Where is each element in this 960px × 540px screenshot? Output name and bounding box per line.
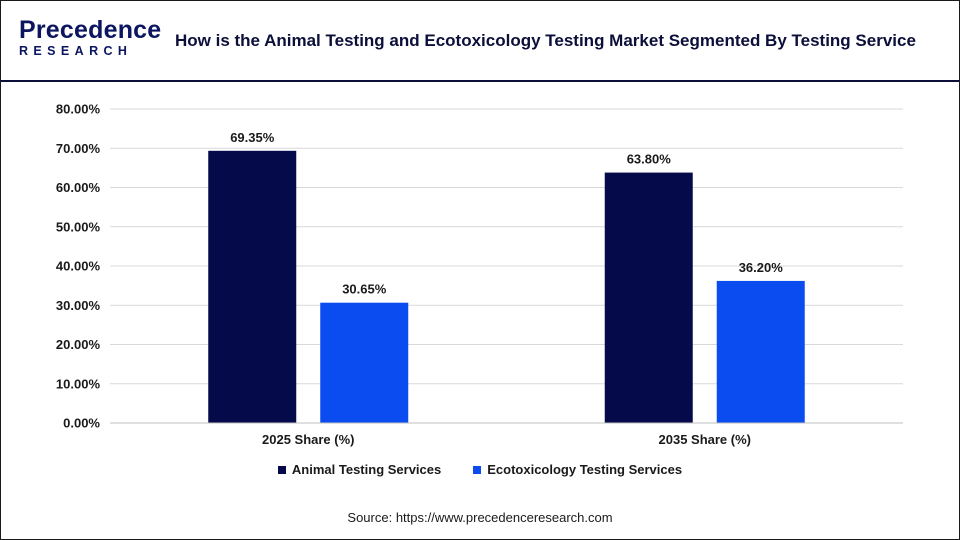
- x-category-label: 2035 Share (%): [659, 432, 752, 447]
- precedence-research-logo: Precedence RESEARCH: [19, 16, 162, 63]
- legend-item-animal: Animal Testing Services: [277, 462, 442, 477]
- legend-label-animal: Animal Testing Services: [291, 462, 442, 477]
- data-label: 69.35%: [230, 130, 275, 145]
- y-tick-label: 50.00%: [56, 219, 101, 234]
- bar: [208, 150, 297, 423]
- bar: [716, 280, 805, 423]
- y-tick-label: 80.00%: [56, 102, 101, 117]
- legend: Animal Testing Services Ecotoxicology Te…: [0, 462, 960, 477]
- y-tick-label: 60.00%: [56, 180, 101, 195]
- y-tick-label: 0.00%: [63, 416, 100, 431]
- page-title: How is the Animal Testing and Ecotoxicol…: [175, 31, 916, 50]
- y-tick-label: 70.00%: [56, 141, 101, 156]
- legend-item-ecotox: Ecotoxicology Testing Services: [473, 462, 682, 477]
- data-label: 36.20%: [739, 260, 784, 275]
- logo-subtitle: RESEARCH: [19, 44, 133, 58]
- y-tick-label: 40.00%: [56, 259, 101, 274]
- source-note: Source: https://www.precedenceresearch.c…: [347, 510, 613, 525]
- legend-label-ecotox: Ecotoxicology Testing Services: [487, 462, 683, 477]
- data-label: 63.80%: [627, 152, 672, 167]
- logo-wordmark: Precedence: [19, 16, 162, 44]
- y-tick-label: 10.00%: [56, 376, 101, 391]
- y-tick-label: 20.00%: [56, 337, 101, 352]
- y-tick-label: 30.00%: [56, 298, 101, 313]
- x-category-label: 2025 Share (%): [262, 432, 355, 447]
- legend-swatch-ecotox: [473, 465, 482, 474]
- data-label: 30.65%: [342, 282, 387, 297]
- bar: [320, 302, 409, 423]
- header: Precedence RESEARCH How is the Animal Te…: [1, 1, 959, 82]
- legend-swatch-animal: [277, 465, 286, 474]
- bar: [604, 172, 693, 423]
